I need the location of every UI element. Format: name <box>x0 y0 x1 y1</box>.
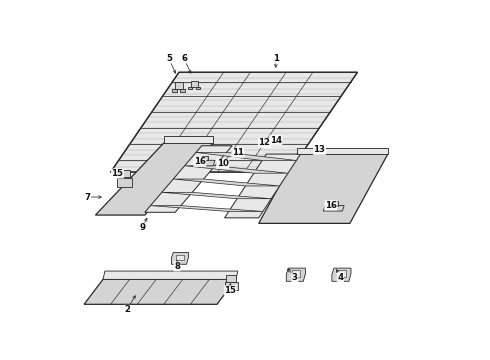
Polygon shape <box>103 271 238 279</box>
Polygon shape <box>145 146 232 212</box>
Polygon shape <box>194 160 215 166</box>
Text: 7: 7 <box>84 193 90 202</box>
Polygon shape <box>172 252 189 264</box>
Text: 1: 1 <box>273 54 279 63</box>
Polygon shape <box>84 279 236 304</box>
Polygon shape <box>185 166 288 173</box>
Polygon shape <box>332 268 351 281</box>
Polygon shape <box>323 206 344 211</box>
Polygon shape <box>117 178 132 187</box>
Polygon shape <box>259 154 388 223</box>
Polygon shape <box>191 81 197 87</box>
Text: 6: 6 <box>182 54 188 63</box>
Polygon shape <box>337 270 345 276</box>
Polygon shape <box>162 192 271 199</box>
Polygon shape <box>196 87 199 90</box>
Polygon shape <box>96 143 213 215</box>
Text: 15: 15 <box>224 286 236 295</box>
Text: 9: 9 <box>140 223 146 232</box>
Text: 8: 8 <box>174 262 180 271</box>
Text: 10: 10 <box>217 159 228 168</box>
Text: 11: 11 <box>232 148 244 157</box>
Polygon shape <box>173 179 280 186</box>
Polygon shape <box>196 152 296 161</box>
Polygon shape <box>202 156 208 160</box>
Polygon shape <box>297 148 388 154</box>
Polygon shape <box>111 72 358 172</box>
Text: 14: 14 <box>270 136 282 145</box>
Text: 15: 15 <box>112 169 123 178</box>
Text: 13: 13 <box>314 145 325 154</box>
Polygon shape <box>286 268 305 281</box>
Polygon shape <box>226 275 236 282</box>
Polygon shape <box>188 87 192 90</box>
Polygon shape <box>331 201 338 206</box>
Polygon shape <box>164 136 213 143</box>
Polygon shape <box>292 270 300 276</box>
Text: 5: 5 <box>167 54 172 63</box>
Polygon shape <box>150 206 263 211</box>
Text: 16: 16 <box>194 157 206 166</box>
Polygon shape <box>180 89 185 92</box>
Text: 3: 3 <box>292 273 298 282</box>
Polygon shape <box>224 282 238 290</box>
Text: 4: 4 <box>337 273 343 282</box>
Polygon shape <box>172 89 177 92</box>
Text: 16: 16 <box>325 201 337 210</box>
Text: 12: 12 <box>258 139 270 148</box>
Text: 2: 2 <box>125 305 131 314</box>
Polygon shape <box>175 82 183 89</box>
Polygon shape <box>176 255 184 260</box>
Polygon shape <box>119 171 130 177</box>
Polygon shape <box>224 154 300 218</box>
